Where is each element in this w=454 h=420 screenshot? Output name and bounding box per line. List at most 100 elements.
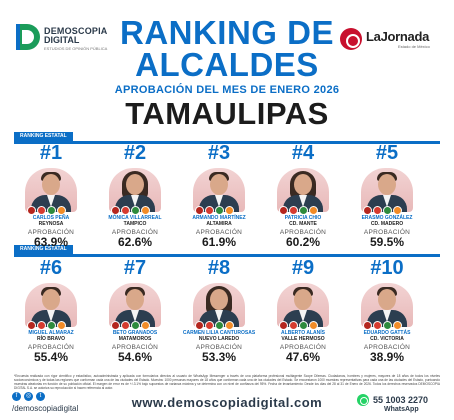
- party-logo-icon: [299, 321, 308, 330]
- portrait-shirt: [131, 310, 139, 322]
- party-logo-icon: [47, 321, 56, 330]
- party-logo-icon: [279, 321, 288, 330]
- approval-label: APROBACIÓN: [27, 229, 75, 236]
- party-logo-icon: [195, 206, 204, 215]
- approval-value: 54.6%: [117, 350, 153, 364]
- approval-label: APROBACIÓN: [195, 229, 243, 236]
- lajornada-seal-icon: [340, 28, 362, 50]
- social-icons: f ◎ t: [12, 392, 72, 402]
- approval-value: 55.4%: [33, 350, 69, 364]
- party-logos: [27, 206, 75, 215]
- mayor-rank: #5: [375, 142, 399, 164]
- approval-label: APROBACIÓN: [27, 344, 75, 351]
- party-logos: [279, 206, 327, 215]
- party-logo-icon: [141, 321, 150, 330]
- approval-value: 61.9%: [201, 235, 237, 249]
- party-logo-icon: [205, 206, 214, 215]
- mayor-city: VALLE HERMOSO: [281, 336, 325, 342]
- state-name: TAMAULIPAS: [125, 96, 329, 131]
- mayor-card: #5 ERASMO GONZÁLEZ CD. MADERO APROBACIÓN 59.…: [350, 142, 424, 249]
- disclaimer-text: *Encuesta realizada con rigor científico…: [14, 374, 440, 390]
- party-logo-icon: [289, 321, 298, 330]
- party-logo-icon: [111, 321, 120, 330]
- party-logo-icon: [279, 206, 288, 215]
- phone-number[interactable]: 55 1003 2270: [373, 395, 429, 405]
- whatsapp-label: WhatsApp: [384, 406, 419, 413]
- approval-label: APROBACIÓN: [279, 229, 327, 236]
- website-link[interactable]: www.demoscopiadigital.com: [131, 395, 323, 410]
- portrait-head: [378, 289, 396, 310]
- mayor-name: MÓNICA VILLARREAL: [108, 215, 162, 221]
- party-logo-icon: [309, 321, 318, 330]
- party-logo-icon: [393, 206, 402, 215]
- instagram-icon[interactable]: ◎: [24, 392, 33, 401]
- portrait-head: [126, 289, 144, 310]
- mayor-card: #9 ALBERTO ALANÍS VALLE HERMOSO APROBACIÓN 4…: [266, 257, 340, 364]
- party-logo-icon: [37, 206, 46, 215]
- portrait-shirt: [47, 310, 55, 322]
- party-logo-icon: [383, 206, 392, 215]
- mayor-name: ALBERTO ALANÍS: [281, 330, 325, 336]
- party-logo-icon: [141, 206, 150, 215]
- mayor-name: CARMEN LILIA CANTUROSAS: [182, 330, 256, 336]
- party-logos: [363, 321, 411, 330]
- portrait-head: [42, 174, 60, 195]
- party-logo-icon: [27, 321, 36, 330]
- mayor-name: BETO GRANADOS: [112, 330, 158, 336]
- subtitle: APROBACIÓN DEL MES DE ENERO 2026: [114, 84, 340, 96]
- party-logo-icon: [299, 206, 308, 215]
- logo-name-line1: DEMOSCOPIA: [44, 26, 108, 36]
- approval-value: 63.9%: [33, 235, 69, 249]
- lajornada-brand: LaJornada: [366, 29, 430, 44]
- mayor-city: REYNOSA: [38, 221, 64, 227]
- mayor-card: #2 MÓNICA VILLARREAL TAMPICO APROBACIÓN 62.6…: [98, 142, 172, 249]
- party-logo-icon: [121, 206, 130, 215]
- mayor-rank: #7: [123, 257, 147, 279]
- party-logos: [111, 206, 159, 215]
- section-tag-top: RANKING ESTATAL: [14, 132, 73, 141]
- portrait-head: [294, 174, 312, 195]
- party-logos: [111, 321, 159, 330]
- demoscopia-logo: DEMOSCOPIA DIGITAL ESTUDIOS DE OPINIÓN P…: [14, 22, 124, 56]
- party-logo-icon: [37, 321, 46, 330]
- mayor-name: PATRICIA CHIO: [284, 215, 322, 221]
- mayor-name: EDUARDO GATTÁS: [363, 330, 411, 336]
- lajornada-sub: Estado de México: [398, 44, 430, 49]
- mayor-city: MATAMOROS: [118, 336, 152, 342]
- party-logo-icon: [225, 206, 234, 215]
- portrait-shirt: [215, 195, 223, 207]
- party-logo-icon: [215, 206, 224, 215]
- party-logo-icon: [195, 321, 204, 330]
- mayor-rank: #4: [291, 142, 315, 164]
- approval-label: APROBACIÓN: [111, 229, 159, 236]
- mayor-name: MIGUEL ALMARAZ: [28, 330, 74, 336]
- mayor-city: NUEVO LAREDO: [198, 336, 240, 342]
- mayor-city: CD. VICTORIA: [370, 336, 404, 342]
- portrait-head: [294, 289, 312, 310]
- logo-tagline: ESTUDIOS DE OPINIÓN PÚBLICA: [44, 46, 108, 51]
- party-logo-icon: [309, 206, 318, 215]
- portrait-shirt: [299, 310, 307, 322]
- twitter-icon[interactable]: t: [36, 392, 45, 401]
- party-logo-icon: [393, 321, 402, 330]
- approval-value: 47.6%: [285, 350, 321, 364]
- approval-label: APROBACIÓN: [111, 344, 159, 351]
- facebook-icon[interactable]: f: [12, 392, 21, 401]
- approval-label: APROBACIÓN: [195, 344, 243, 351]
- party-logos: [195, 206, 243, 215]
- mayor-rank: #9: [291, 257, 315, 279]
- logo-name-line2: DIGITAL: [44, 35, 80, 45]
- mayor-photo: [277, 168, 329, 212]
- party-logo-icon: [57, 206, 66, 215]
- mayor-name: CARLOS PEÑA: [32, 215, 70, 221]
- party-logo-icon: [363, 321, 372, 330]
- section-tag-bottom: RANKING ESTATAL: [14, 245, 73, 254]
- mayor-name: ARMANDO MARTÍNEZ: [192, 215, 246, 221]
- section-divider-bottom: [14, 254, 440, 257]
- portrait-shirt: [299, 195, 307, 207]
- party-logo-icon: [111, 206, 120, 215]
- portrait-head: [42, 289, 60, 310]
- mayor-card: #7 BETO GRANADOS MATAMOROS APROBACIÓN 54.6%: [98, 257, 172, 364]
- party-logo-icon: [225, 321, 234, 330]
- party-logos: [195, 321, 243, 330]
